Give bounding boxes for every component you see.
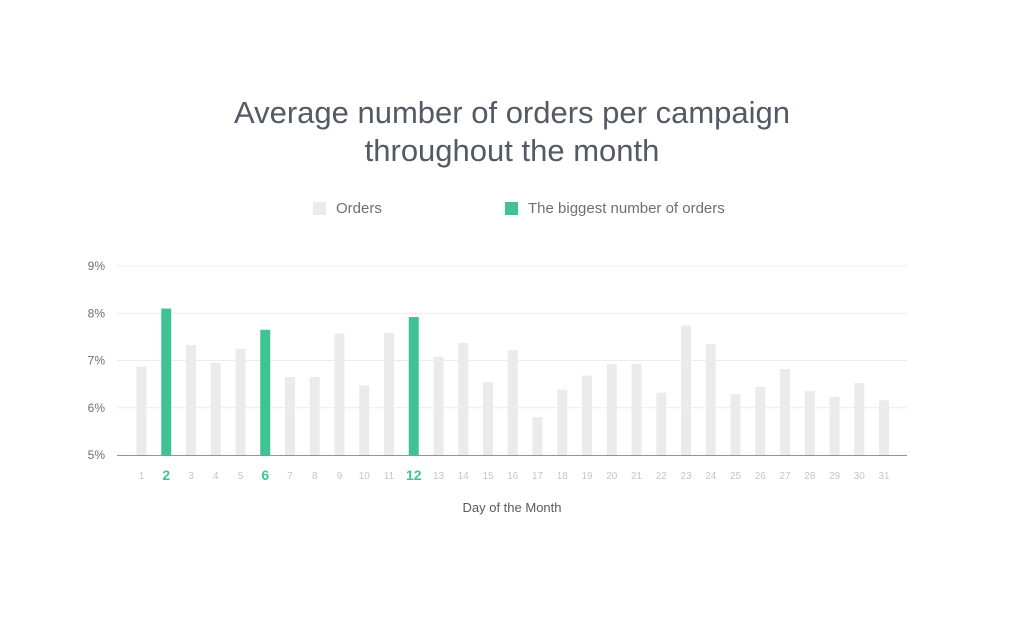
legend-item-orders: Orders [313,196,382,220]
bar [606,364,617,455]
bar [507,350,518,455]
bar [210,362,221,455]
bar [854,383,865,455]
bar-highlight [161,308,172,455]
x-tick-label: 25 [730,471,742,482]
bar [334,333,345,455]
bar [384,333,394,455]
x-tick-label: 24 [705,471,717,482]
x-tick-label: 30 [854,471,866,482]
x-tick-label: 6 [261,467,269,483]
x-tick-label: 28 [804,471,816,482]
x-tick-label: 20 [606,471,618,482]
x-tick-label: 22 [656,471,668,482]
x-tick-label: 9 [337,471,343,482]
legend-label-biggest: The biggest number of orders [528,199,725,217]
x-tick-label: 1 [139,471,145,482]
chart-title: Average number of orders per campaign th… [0,94,1024,170]
x-tick-label: 8 [312,471,318,482]
legend-label-orders: Orders [336,199,382,217]
bar [359,385,370,455]
bar [879,400,889,455]
bar [285,377,295,455]
x-tick-label: 2 [162,467,170,483]
y-tick-label: 6% [88,401,106,415]
x-tick-label: 13 [433,471,445,482]
x-tick-label: 23 [680,471,692,482]
bar [582,375,592,455]
x-tick-label: 12 [406,467,422,483]
y-tick-label: 8% [88,306,106,320]
x-tick-label: 4 [213,471,219,482]
x-tick-label: 21 [631,471,643,482]
bar-highlight [260,329,271,455]
bar [730,394,741,455]
bar [705,343,716,455]
x-axis-label: Day of the Month [462,500,562,515]
x-tick-label: 16 [507,471,519,482]
bar [829,396,840,455]
bar [631,363,642,455]
bar [235,348,246,455]
bar [532,417,543,455]
chart-title-line-1: Average number of orders per campaign [233,95,791,130]
bar [458,343,469,455]
bar [780,369,790,455]
x-tick-label: 26 [755,471,767,482]
legend-item-biggest: The biggest number of orders [505,196,725,220]
y-tick-label: 5% [88,448,106,462]
legend-swatch-orders [313,201,326,215]
x-tick-label: 18 [557,471,569,482]
y-tick-label: 7% [88,354,106,368]
bar [186,344,196,455]
x-tick-label: 7 [287,471,293,482]
bar [804,391,815,455]
legend-swatch-biggest [505,201,518,215]
x-tick-label: 31 [878,471,890,482]
x-tick-label: 15 [482,471,494,482]
x-tick-label: 3 [188,471,194,482]
bar [656,392,667,455]
bar [681,325,691,455]
bar [136,366,147,455]
x-tick-label: 17 [532,471,544,482]
x-tick-label: 19 [581,471,593,482]
x-tick-label: 27 [779,471,791,482]
bar [755,386,766,455]
bar [309,377,320,455]
bar [433,356,444,455]
bar [483,382,493,455]
x-tick-label: 10 [359,471,371,482]
legend: Orders The biggest number of orders [0,196,1024,220]
y-tick-label: 9% [88,259,106,273]
x-tick-label: 5 [238,471,244,482]
bar [557,389,568,455]
bar-highlight [408,317,419,455]
chart-title-line-2: throughout the month [364,133,660,168]
x-tick-label: 29 [829,471,841,482]
x-tick-label: 11 [384,471,395,482]
x-tick-label: 14 [458,471,470,482]
